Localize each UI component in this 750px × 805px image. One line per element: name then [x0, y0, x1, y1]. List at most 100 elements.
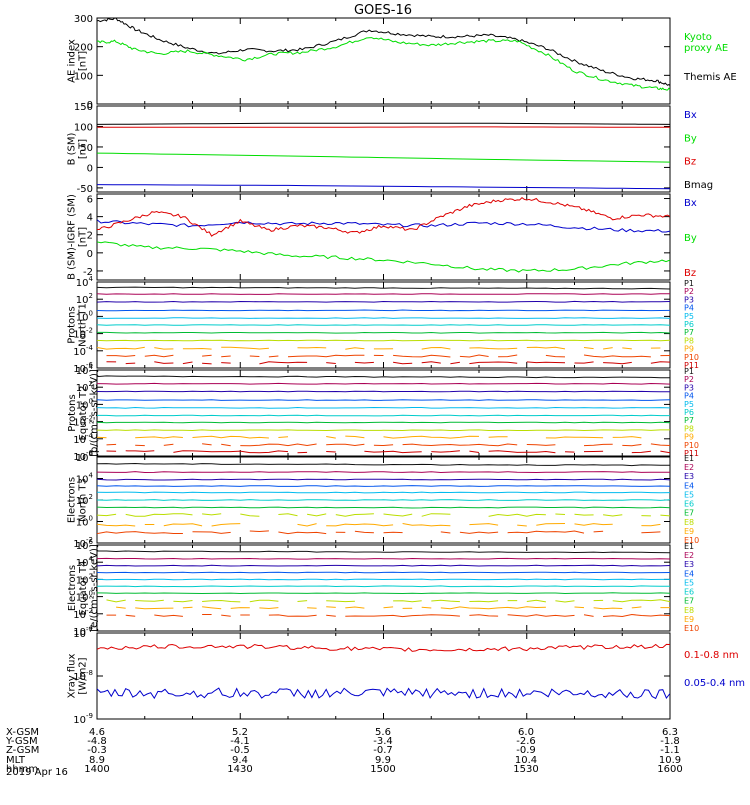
flux-channel-1 [97, 551, 670, 553]
y-tick-base: 10 [73, 347, 86, 358]
y-tick-label: 4 [87, 213, 93, 224]
orbit-table: X-GSMY-GSMZ-GSMMLThhmm4.6-4.8-0.38.91400… [5, 727, 683, 775]
legend-entry: Themis AE [683, 72, 737, 83]
flux-channel-5 [97, 579, 670, 580]
y-tick-base: 10 [76, 278, 89, 289]
y-tick-base: 10 [73, 715, 86, 726]
y-tick-label: 6 [87, 195, 93, 206]
flux-channel-4 [97, 572, 670, 573]
series-by [97, 153, 670, 162]
y-tick-base: 10 [76, 366, 89, 377]
legend-entry: E6 [684, 500, 694, 509]
legend-entry: E5 [684, 490, 694, 499]
y-tick-exponent: 2 [89, 493, 93, 501]
y-axis-label: AE index [67, 39, 78, 83]
flux-channel-5 [97, 408, 670, 409]
legend-entry: E4 [684, 481, 694, 490]
y-tick-exponent: 0 [89, 309, 93, 317]
flux-channel-2 [97, 558, 670, 559]
figure-title: GOES-16 [354, 3, 412, 18]
y-axis-label: Protons [67, 394, 78, 431]
y-axis-label: Equator T4 [78, 561, 89, 616]
y-tick-label: 0 [87, 249, 93, 260]
flux-channel-3 [97, 479, 670, 480]
flux-channel-9 [97, 524, 670, 527]
series-bmag [97, 123, 670, 124]
flux-channel-6 [97, 586, 670, 587]
y-tick-exponent: 0 [89, 515, 93, 523]
date-label: 2019 Apr 16 [6, 767, 68, 778]
y-axis-label: [e/(cm²-s-sr-keV)] [89, 544, 100, 632]
panel-frame [97, 545, 670, 631]
y-tick-exponent: 6 [89, 450, 94, 458]
y-tick-label: 300 [74, 14, 93, 25]
legend-entry: Bx [684, 110, 697, 121]
flux-channel-1 [97, 376, 670, 378]
legend-entry: E8 [684, 518, 694, 527]
legend-entry: E9 [684, 615, 694, 624]
flux-channel-11 [107, 451, 671, 453]
flux-channel-10 [107, 444, 671, 446]
legend-entry: E10 [684, 624, 699, 633]
flux-channel-7 [97, 332, 670, 333]
y-tick-exponent: 2 [89, 292, 93, 300]
legend-entry: E6 [684, 588, 694, 597]
y-axis-label: B (SM)-IGRF (SM) [67, 194, 78, 280]
y-axis-label: Electrons [67, 477, 78, 523]
legend-entry: E3 [684, 472, 694, 481]
y-axis-label: [nT] [78, 139, 89, 159]
panel-frame [97, 18, 670, 104]
legend-entry: Bz [684, 157, 696, 168]
legend-entry: E8 [684, 606, 694, 615]
y-axis-label: North T1 [78, 303, 89, 347]
legend-entry: 0.1-0.8 nm [684, 650, 739, 661]
orbit-value: 1400 [84, 764, 109, 775]
legend-entry: Bz [684, 268, 696, 279]
legend-entry: E4 [684, 569, 694, 578]
y-tick-exponent: 4 [89, 472, 94, 480]
series-kyoto-proxy-ae [97, 38, 670, 90]
y-tick-label: 0 [87, 163, 93, 174]
series-group [97, 551, 670, 617]
series-group [97, 287, 670, 364]
legend-entry: Kyoto [684, 32, 712, 43]
y-axis-label: [W/m2] [78, 657, 89, 694]
panel-frame [97, 194, 670, 280]
y-tick-label: 10-7 [73, 626, 93, 640]
flux-channel-6 [97, 325, 670, 326]
series-0-1-0-8-nm [97, 644, 670, 651]
orbit-value: 1500 [370, 764, 395, 775]
legend-entry: E7 [684, 509, 694, 518]
orbit-value: 1600 [657, 764, 682, 775]
series-group [97, 376, 670, 453]
y-tick-label: 104 [76, 275, 94, 289]
series-group [97, 644, 670, 698]
flux-channel-9 [97, 436, 670, 438]
flux-channel-10 [107, 355, 671, 357]
y-axis-label: North T3 [78, 478, 89, 522]
legend-entry: E3 [684, 560, 694, 569]
y-axis-label: Electrons [67, 565, 78, 611]
legend-entry: E7 [684, 597, 694, 606]
flux-channel-4 [97, 310, 670, 311]
flux-channel-7 [97, 422, 670, 423]
flux-channel-10 [107, 615, 671, 617]
flux-channel-5 [97, 492, 670, 493]
flux-channel-4 [97, 400, 670, 401]
panel-frame [97, 370, 670, 456]
flux-channel-10 [97, 531, 670, 534]
legend-entry: E1 [684, 542, 694, 551]
series-bz [97, 198, 670, 236]
y-tick-label: 106 [76, 450, 94, 464]
flux-channel-11 [107, 362, 671, 364]
flux-channel-9 [97, 347, 670, 349]
series-group [97, 123, 670, 189]
